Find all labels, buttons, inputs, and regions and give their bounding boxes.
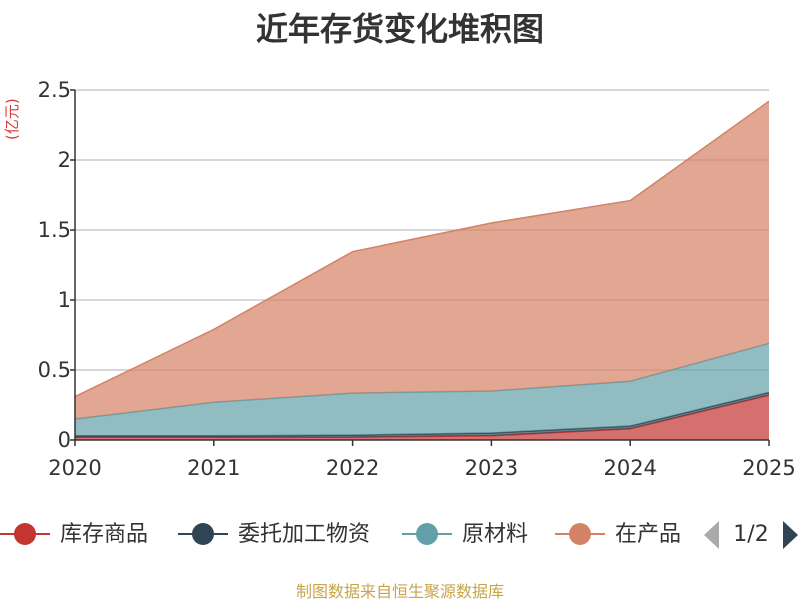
legend-item-1[interactable]: 委托加工物资 (178, 522, 370, 547)
legend-page-indicator: 1/2 (733, 522, 768, 547)
y-tick-label: 2.5 (38, 78, 71, 102)
area-series (74, 100, 770, 440)
chart-title: 近年存货变化堆积图 (255, 10, 544, 48)
x-tick-label: 2023 (465, 456, 518, 480)
y-tick-label: 0.5 (38, 358, 71, 382)
x-tick-label: 2020 (48, 456, 101, 480)
x-tick-label: 2022 (326, 456, 379, 480)
series-line-3 (74, 100, 770, 398)
legend-item-3[interactable]: 在产品 (555, 522, 681, 547)
legend-label: 原材料 (462, 522, 528, 547)
area-series-2 (75, 343, 769, 436)
y-tick-label: 1.5 (38, 218, 71, 242)
legend-next-icon[interactable] (783, 521, 798, 549)
legend-item-0[interactable]: 库存商品 (0, 522, 148, 547)
area-series-3 (75, 101, 769, 419)
legend-label: 库存商品 (60, 522, 148, 547)
legend-label: 在产品 (615, 522, 681, 547)
legend: 库存商品 委托加工物资 原材料 在产品 (0, 522, 681, 547)
y-tick-label: 2 (58, 148, 71, 172)
y-tick-label: 0 (58, 428, 71, 452)
legend-marker (569, 523, 591, 545)
axes: 0 0.5 1 1.5 2 2.5 2020 2021 2022 2023 2024 2025 (38, 78, 796, 480)
legend-marker (14, 523, 36, 545)
x-tick-label: 2025 (742, 456, 795, 480)
area-series-0 (75, 395, 769, 440)
legend-item-2[interactable]: 原材料 (402, 522, 528, 547)
legend-prev-icon[interactable] (704, 521, 719, 549)
y-tick-label: 1 (58, 288, 71, 312)
data-source-note: 制图数据来自恒生聚源数据库 (295, 582, 504, 601)
legend-label: 委托加工物资 (238, 522, 370, 547)
legend-pager: 1/2 (704, 521, 798, 549)
legend-marker (416, 523, 438, 545)
x-tick-label: 2024 (603, 456, 656, 480)
x-tick-label: 2021 (187, 456, 240, 480)
legend-marker (192, 523, 214, 545)
